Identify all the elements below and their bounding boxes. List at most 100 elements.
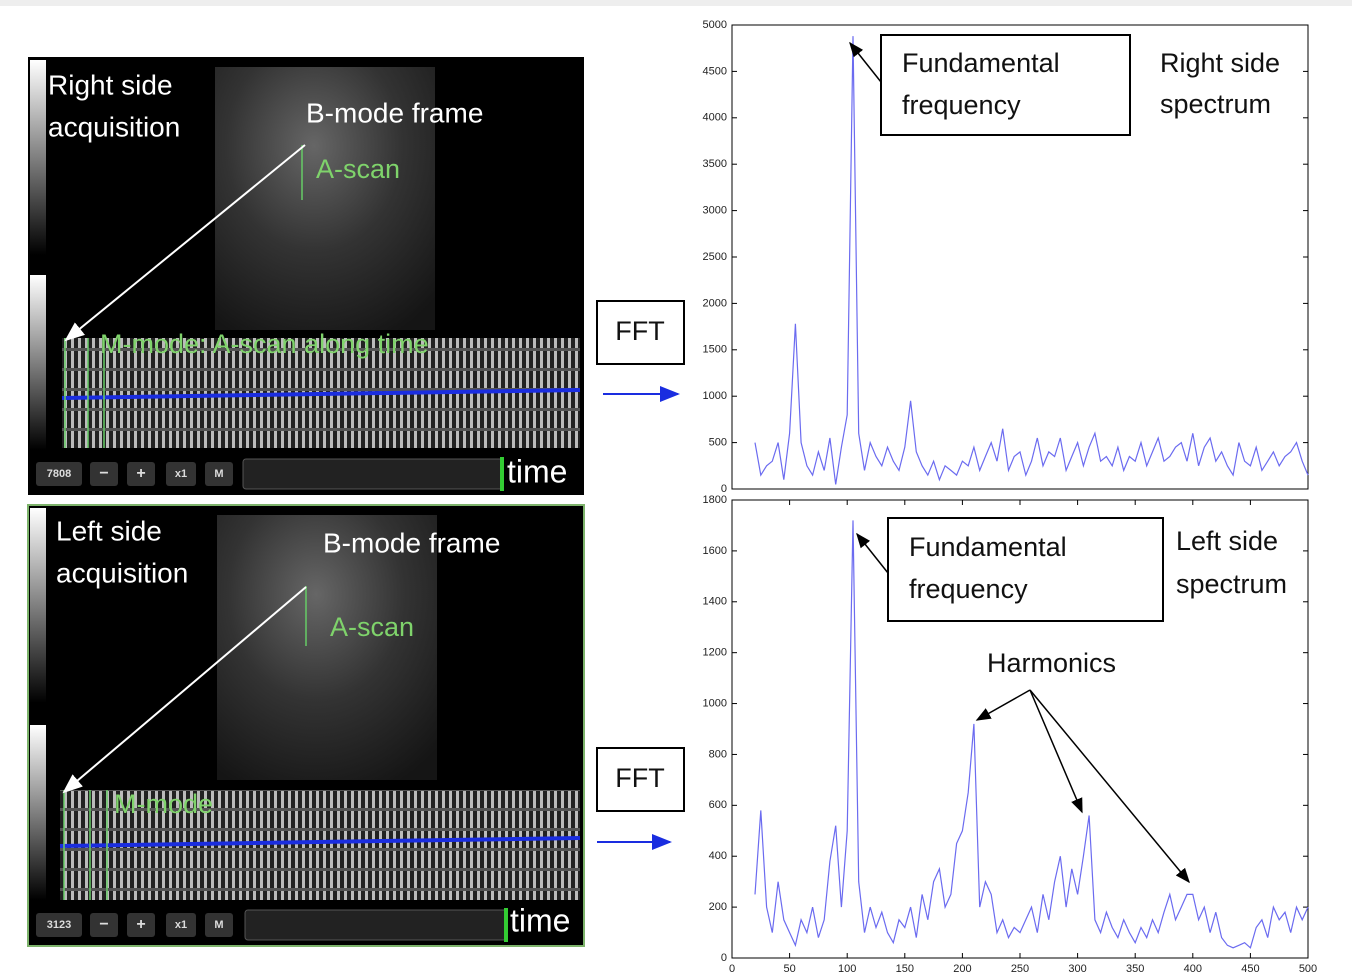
button[interactable] bbox=[90, 462, 118, 486]
panel-title: Right side bbox=[48, 69, 173, 100]
button-label: M bbox=[214, 919, 223, 931]
arrow bbox=[62, 586, 307, 794]
button-label: + bbox=[136, 465, 145, 482]
button[interactable] bbox=[205, 462, 233, 486]
gray-bar bbox=[30, 60, 46, 255]
y-tick-label: 4500 bbox=[703, 65, 727, 77]
x-tick-label: 50 bbox=[783, 963, 795, 975]
button-label: − bbox=[99, 465, 108, 482]
button[interactable] bbox=[166, 462, 196, 486]
y-tick-label: 1000 bbox=[703, 390, 727, 402]
button[interactable] bbox=[127, 462, 155, 486]
arrow bbox=[975, 689, 1031, 721]
button[interactable] bbox=[90, 913, 118, 937]
annotation: Fundamental bbox=[909, 532, 1067, 562]
y-tick-label: 200 bbox=[709, 901, 727, 913]
harmonics-label: Harmonics bbox=[987, 648, 1116, 678]
y-tick-label: 3500 bbox=[703, 158, 727, 170]
charts: 0500100015002000250030003500400045005000… bbox=[703, 19, 1318, 975]
y-tick-label: 1400 bbox=[703, 596, 727, 608]
b-mode-image bbox=[217, 515, 437, 780]
panel: Left side acquisition B-mode frame A-sca… bbox=[27, 504, 585, 947]
panel-title: Left side bbox=[56, 515, 162, 546]
button[interactable] bbox=[166, 913, 196, 937]
y-tick-label: 400 bbox=[709, 850, 727, 862]
chart-label: Left side bbox=[1176, 526, 1278, 556]
y-tick-label: 0 bbox=[721, 952, 727, 964]
gray-bar bbox=[30, 725, 46, 900]
arrow bbox=[1029, 689, 1190, 884]
y-tick-label: 1000 bbox=[703, 697, 727, 709]
time-label: time bbox=[507, 453, 567, 489]
series-line bbox=[754, 36, 1309, 485]
slider-handle[interactable] bbox=[500, 457, 504, 491]
y-tick-label: 2000 bbox=[703, 297, 727, 309]
annotation: Fundamental bbox=[902, 48, 1060, 78]
y-tick-label: 5000 bbox=[703, 19, 727, 31]
b-mode-label: B-mode frame bbox=[306, 97, 483, 128]
button[interactable] bbox=[36, 462, 82, 486]
x-tick-label: 150 bbox=[896, 963, 914, 975]
y-tick-label: 4000 bbox=[703, 112, 727, 124]
x-tick-label: 400 bbox=[1184, 963, 1202, 975]
x-tick-label: 450 bbox=[1241, 963, 1259, 975]
series-line bbox=[754, 520, 1309, 949]
arrow bbox=[849, 41, 882, 83]
m-mode-label: M-mode bbox=[114, 789, 213, 819]
panel-title: acquisition bbox=[56, 557, 188, 588]
fft-label: FFT bbox=[615, 316, 664, 346]
x-tick-label: 250 bbox=[1011, 963, 1029, 975]
x-tick-label: 200 bbox=[953, 963, 971, 975]
y-tick-label: 500 bbox=[709, 437, 727, 449]
fft-box bbox=[596, 300, 685, 365]
gray-bar bbox=[30, 508, 46, 703]
y-tick-label: 600 bbox=[709, 799, 727, 811]
x-tick-label: 500 bbox=[1299, 963, 1317, 975]
button-label: + bbox=[136, 916, 145, 933]
button-label: M bbox=[214, 468, 223, 480]
button-label: − bbox=[99, 916, 108, 933]
arrow bbox=[856, 532, 889, 574]
button-label: x1 bbox=[175, 919, 187, 931]
slider[interactable] bbox=[242, 458, 504, 490]
slider[interactable] bbox=[244, 909, 508, 941]
chart-label: spectrum bbox=[1176, 569, 1287, 599]
y-tick-label: 1600 bbox=[703, 545, 727, 557]
x-tick-label: 100 bbox=[838, 963, 856, 975]
annotation: frequency bbox=[909, 574, 1028, 604]
panel: Right side acquisition B-mode frame A-sc… bbox=[28, 57, 584, 495]
b-mode-image bbox=[215, 67, 435, 330]
y-tick-label: 1200 bbox=[703, 647, 727, 659]
y-tick-label: 800 bbox=[709, 748, 727, 760]
y-tick-label: 0 bbox=[721, 483, 727, 495]
chart-label: spectrum bbox=[1160, 89, 1271, 119]
gray-bar bbox=[30, 275, 46, 450]
counter: 3123 bbox=[47, 919, 71, 931]
m-mode-line bbox=[61, 388, 581, 400]
y-tick-label: 2500 bbox=[703, 251, 727, 263]
button[interactable] bbox=[205, 913, 233, 937]
panel-title: acquisition bbox=[48, 111, 180, 142]
m-mode-line bbox=[59, 836, 581, 848]
fft-box bbox=[596, 747, 685, 812]
top-strip bbox=[0, 0, 1352, 6]
m-mode-label: M-mode: A-scan along time bbox=[100, 329, 429, 359]
annotation: frequency bbox=[902, 90, 1021, 120]
b-mode-label: B-mode frame bbox=[323, 527, 500, 558]
button-label: x1 bbox=[175, 468, 187, 480]
fft-label: FFT bbox=[615, 763, 664, 793]
chart-label: Right side bbox=[1160, 48, 1280, 78]
arrow bbox=[1029, 689, 1083, 814]
button[interactable] bbox=[127, 913, 155, 937]
x-tick-label: 300 bbox=[1068, 963, 1086, 975]
y-tick-label: 3000 bbox=[703, 205, 727, 217]
a-scan-label: A-scan bbox=[316, 154, 400, 184]
x-tick-label: 0 bbox=[729, 963, 735, 975]
counter: 7808 bbox=[47, 468, 71, 480]
annotation-box bbox=[880, 34, 1131, 136]
a-scan-label: A-scan bbox=[330, 612, 414, 642]
slider-handle[interactable] bbox=[504, 908, 508, 942]
y-tick-label: 1500 bbox=[703, 344, 727, 356]
button[interactable] bbox=[36, 913, 82, 937]
